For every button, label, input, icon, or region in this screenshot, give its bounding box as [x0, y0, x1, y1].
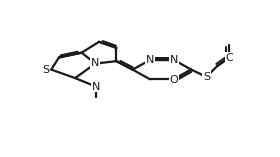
Text: C: C [225, 53, 233, 62]
Text: N: N [91, 58, 99, 68]
Text: S: S [43, 65, 50, 75]
Text: O: O [169, 75, 178, 84]
Text: S: S [203, 72, 210, 82]
Text: N: N [146, 55, 154, 65]
Text: N: N [170, 55, 178, 65]
Text: N: N [92, 81, 100, 92]
